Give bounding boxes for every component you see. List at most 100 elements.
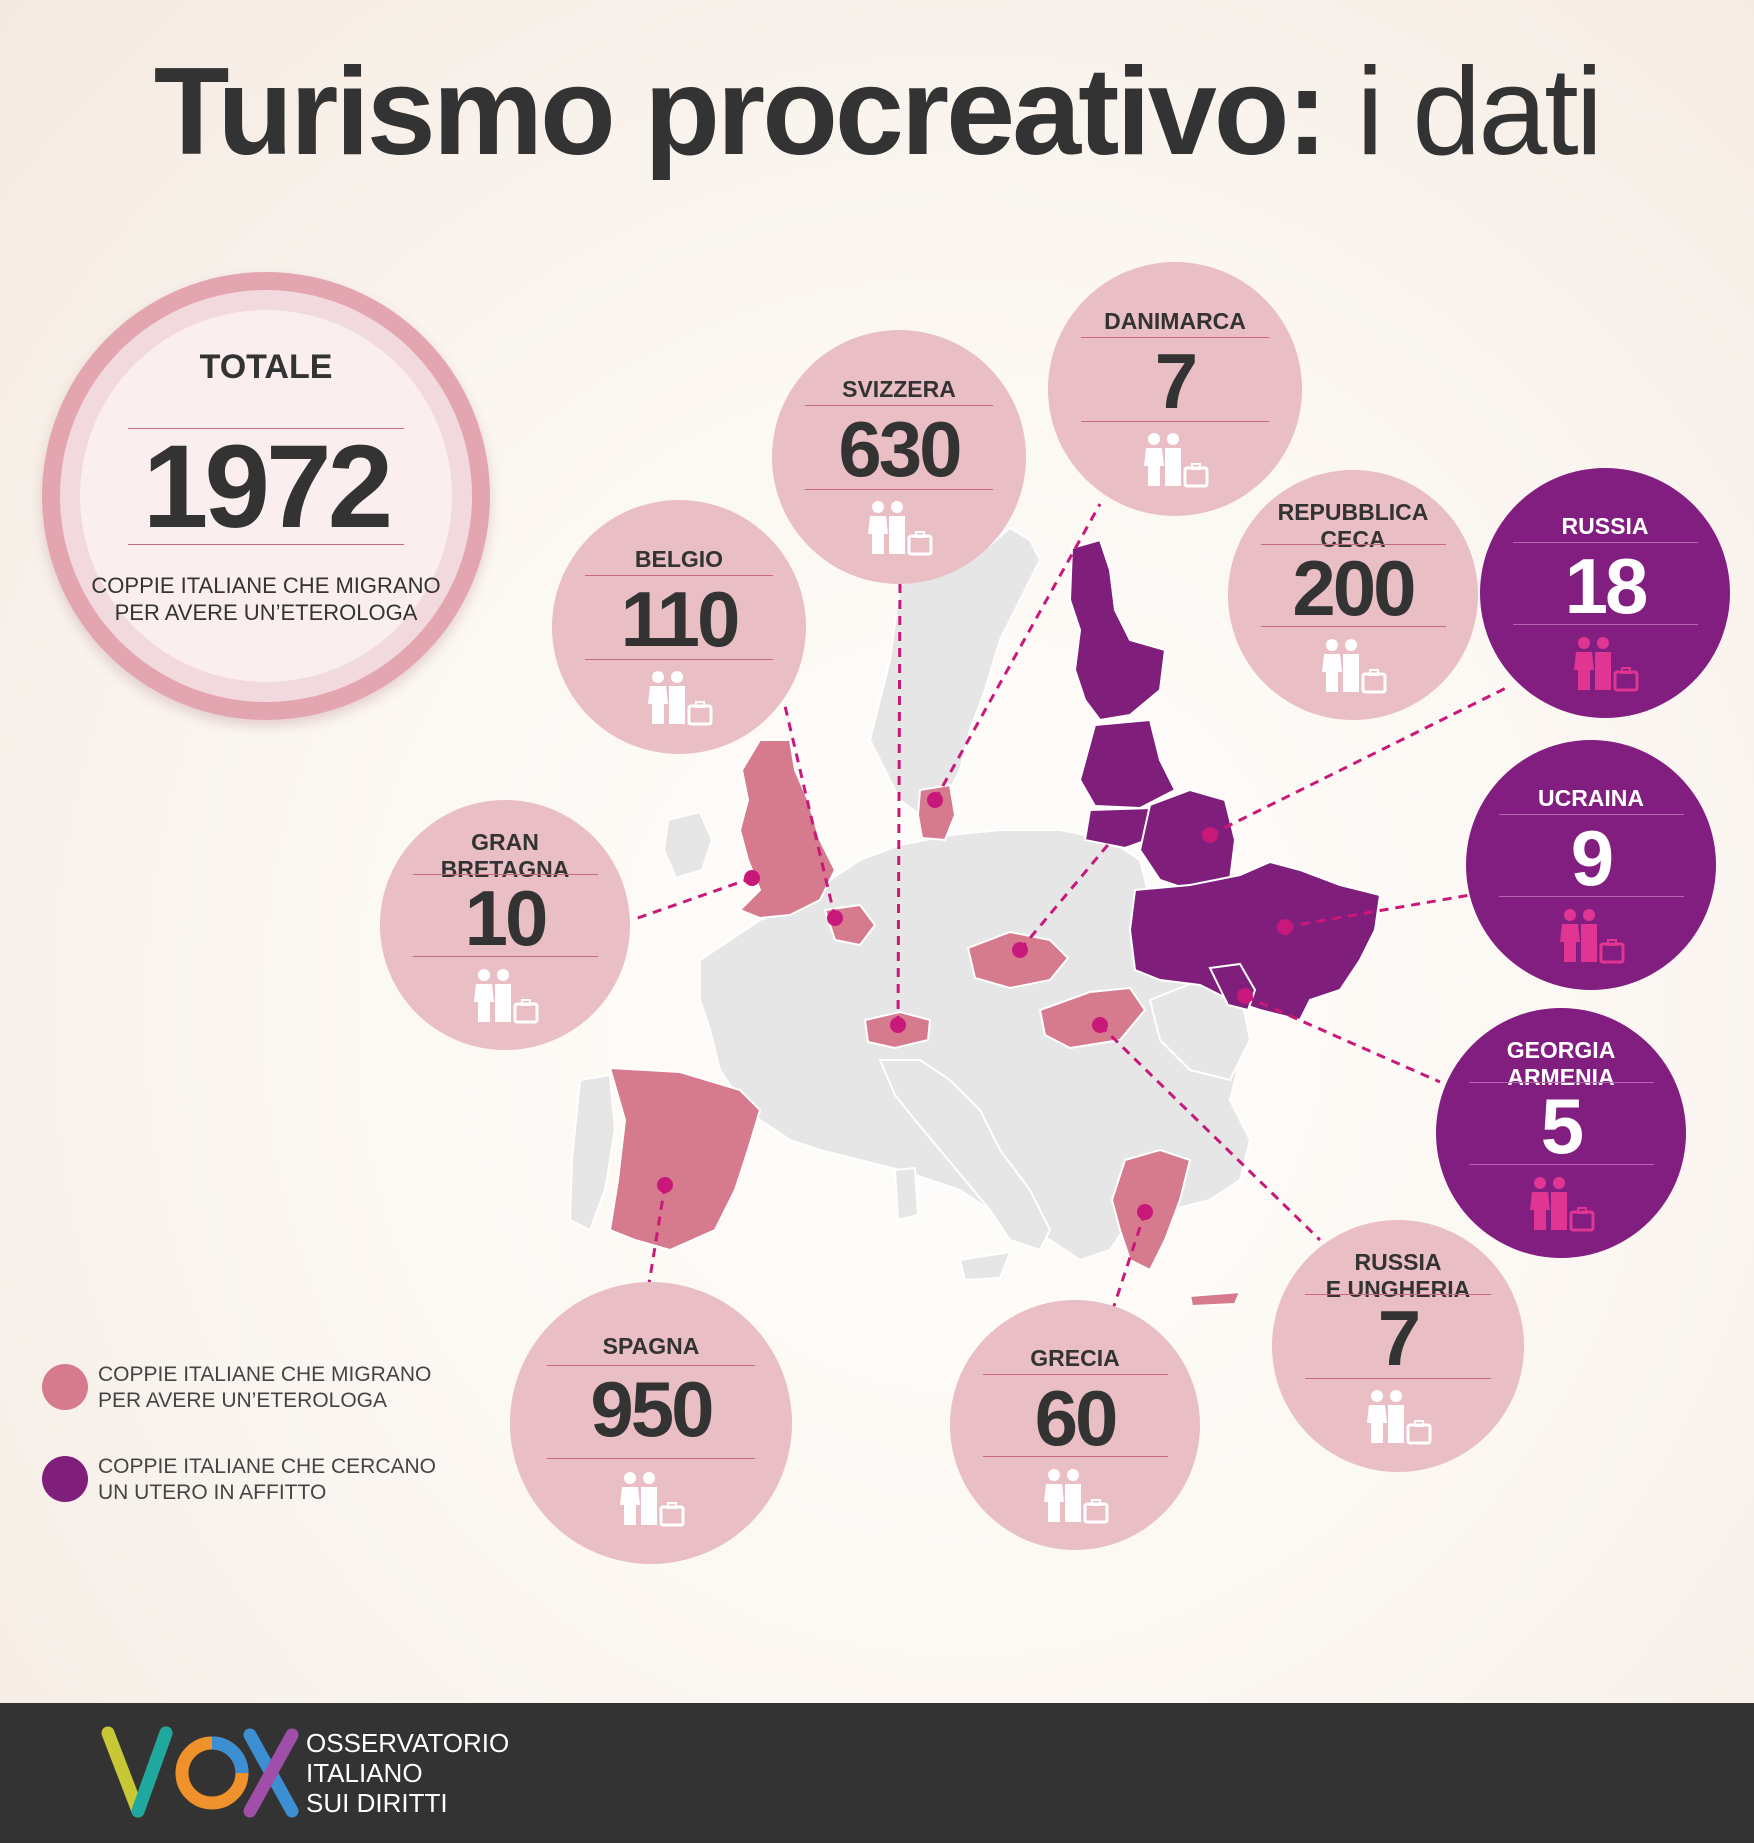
spain-shape xyxy=(608,1066,762,1252)
crete-shape xyxy=(1188,1290,1242,1308)
total-inner xyxy=(80,310,452,682)
country-value: 9 xyxy=(1570,813,1614,902)
bubble-ucraina: UCRAINA 9 xyxy=(1466,740,1716,990)
connector-belgio xyxy=(783,705,837,919)
country-value: 7 xyxy=(1154,336,1198,425)
bubble-russia: RUSSIA 18 xyxy=(1480,468,1730,718)
sardinia-shape xyxy=(893,1166,920,1222)
total-divider-top xyxy=(128,428,404,429)
dot-russia-ungheria xyxy=(1092,1017,1108,1033)
couple-travel-icon xyxy=(1526,1176,1596,1232)
country-name: RUSSIA xyxy=(1561,513,1649,539)
connector-russia xyxy=(1209,684,1511,837)
legend-eterologa-line2: PER AVERE UN’ETEROLOGA xyxy=(98,1389,388,1412)
country-value: 950 xyxy=(590,1365,714,1454)
connector-repubblica-ceca xyxy=(1018,839,1114,951)
country-name: GRAN xyxy=(471,828,539,855)
country-name: SVIZZERA xyxy=(842,375,956,402)
legend-utero-dot xyxy=(42,1456,88,1502)
finland-shape xyxy=(1068,538,1167,722)
bubble-grecia: GRECIA 60 xyxy=(950,1300,1200,1550)
belarus-shape xyxy=(1138,788,1237,892)
country-name-line2: ARMENIA xyxy=(1507,1063,1615,1090)
total-description-line2: PER AVERE UN’ETEROLOGA xyxy=(114,600,418,625)
bubble-divider-top xyxy=(1304,1294,1492,1296)
bubble-divider-bottom xyxy=(1081,420,1269,422)
country-name: REPUBBLICA xyxy=(1277,498,1429,525)
bubble-divider-top xyxy=(1498,813,1684,815)
italy-shape xyxy=(878,1059,1052,1252)
ireland-shape xyxy=(662,810,714,880)
total-circle: TOTALE 1972 COPPIE ITALIANE CHE MIGRANO … xyxy=(42,272,490,720)
dot-danimarca xyxy=(927,792,943,808)
bubble-divider-bottom xyxy=(1304,1377,1492,1379)
couple-travel-icon xyxy=(1318,638,1388,694)
footer-org-line1: OSSERVATORIO xyxy=(306,1728,510,1758)
bubble-divider-bottom xyxy=(1468,1164,1654,1166)
country-name: RUSSIA xyxy=(1354,1248,1442,1275)
dot-repubblica-ceca xyxy=(1012,942,1028,958)
total-value: 1972 xyxy=(142,421,394,553)
connector-svizzera xyxy=(896,577,902,1026)
country-value: 200 xyxy=(1292,543,1416,632)
bubble-divider-bottom xyxy=(1498,896,1684,898)
hungary-shape xyxy=(1038,986,1147,1050)
bubble-divider-top xyxy=(585,574,773,576)
dot-georgia xyxy=(1237,988,1253,1004)
country-value: 60 xyxy=(1034,1373,1119,1462)
total-divider-bottom xyxy=(128,544,404,545)
legend-eterologa-text: COPPIE ITALIANE CHE MIGRANO PER AVERE UN… xyxy=(98,1362,438,1414)
couple-travel-icon xyxy=(1040,1468,1110,1524)
couple-travel-icon xyxy=(470,968,540,1024)
bubble-divider-top xyxy=(982,1373,1168,1375)
portugal-shape xyxy=(568,1073,617,1232)
footer-org-line3: SUI DIRITTI xyxy=(306,1788,448,1818)
country-name-line2: CECA xyxy=(1320,525,1386,552)
vox-logo-x2 xyxy=(243,1728,299,1818)
couple-travel-icon xyxy=(864,500,934,556)
country-name: GRECIA xyxy=(1030,1345,1120,1371)
title-light: i dati xyxy=(1356,43,1603,181)
legend-eterologa-line1: COPPIE ITALIANE CHE MIGRANO xyxy=(98,1363,432,1386)
country-value: 5 xyxy=(1540,1081,1584,1170)
ukraine-shape xyxy=(1128,860,1382,1022)
dot-gran-bretagna xyxy=(744,870,760,886)
legend-utero-text: COPPIE ITALIANE CHE CERCANO UN UTERO IN … xyxy=(98,1454,438,1506)
connector-danimarca xyxy=(933,503,1102,801)
dot-spagna xyxy=(657,1177,673,1193)
legend-utero-line1: COPPIE ITALIANE CHE CERCANO xyxy=(98,1455,437,1478)
dot-ucraina xyxy=(1277,919,1293,935)
dot-russia xyxy=(1202,827,1218,843)
dot-grecia xyxy=(1137,1204,1153,1220)
bubble-divider-bottom xyxy=(1512,624,1698,626)
scandinavia-shape xyxy=(868,526,1042,817)
country-value: 110 xyxy=(620,574,741,663)
bubble-spagna: SPAGNA 950 xyxy=(510,1282,792,1564)
vox-logo-v-shade xyxy=(131,1726,173,1818)
bubble-danimarca: DANIMARCA 7 xyxy=(1048,262,1302,516)
country-value: 7 xyxy=(1377,1294,1421,1383)
bubble-belgio: BELGIO 110 xyxy=(552,500,806,754)
couple-travel-icon xyxy=(616,1471,686,1527)
vox-logo-o-shade xyxy=(211,1736,249,1774)
bubble-divider-bottom xyxy=(585,658,773,660)
country-name: SPAGNA xyxy=(602,1332,700,1359)
bubble-divider-top xyxy=(805,404,993,406)
bubble-georgia-armenia: GEORGIA ARMENIA 5 xyxy=(1436,1008,1686,1258)
bubble-divider-bottom xyxy=(546,1458,756,1460)
utero-countries xyxy=(1068,538,1382,1022)
footer-organization: OSSERVATORIO ITALIANO SUI DIRITTI xyxy=(306,1728,566,1818)
bubble-divider-bottom xyxy=(805,488,993,490)
connector-gran-bretagna xyxy=(631,876,753,922)
legend-eterologa-dot xyxy=(42,1364,88,1410)
country-value: 630 xyxy=(838,404,962,493)
bubble-svizzera: SVIZZERA 630 xyxy=(772,330,1026,584)
bubble-divider-top xyxy=(1468,1081,1654,1083)
couple-travel-icon xyxy=(644,670,714,726)
vox-logo xyxy=(101,1726,299,1818)
bubble-divider-bottom xyxy=(412,956,598,958)
connector-grecia xyxy=(1110,1211,1147,1313)
bubble-divider-top xyxy=(412,873,598,875)
country-name-line2: BRETAGNA xyxy=(440,855,570,882)
bubble-divider-top xyxy=(546,1365,756,1367)
